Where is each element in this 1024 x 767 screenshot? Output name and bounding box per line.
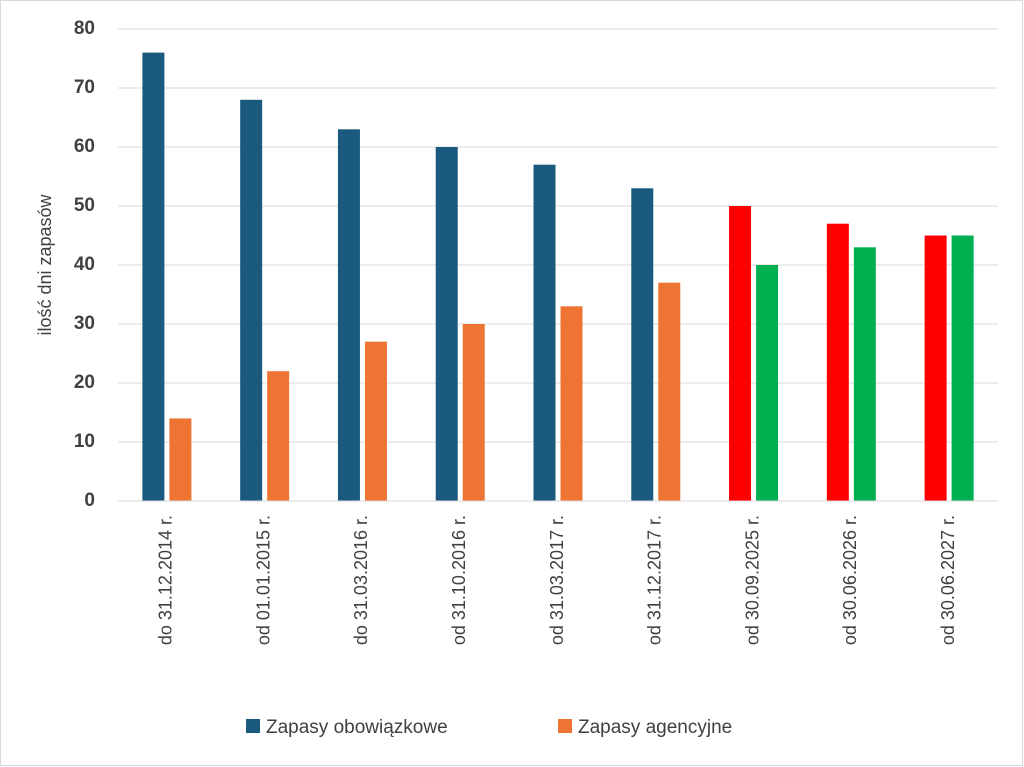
y-tick-label: 10 bbox=[74, 431, 95, 452]
legend-swatch bbox=[246, 719, 260, 733]
x-tick-label: do 31.12.2014 r. bbox=[156, 515, 176, 645]
bar bbox=[337, 129, 360, 502]
bar bbox=[267, 371, 290, 501]
legend-label: Zapasy agencyjne bbox=[578, 717, 732, 738]
y-tick-label: 80 bbox=[74, 18, 95, 39]
x-tick-label: od 30.06.2027 r. bbox=[938, 515, 958, 645]
bar bbox=[560, 306, 583, 501]
x-tick-label: od 31.10.2016 r. bbox=[449, 515, 469, 645]
legend-label: Zapasy obowiązkowe bbox=[266, 717, 448, 738]
x-tick-label: do 31.03.2016 r. bbox=[351, 515, 371, 645]
bar bbox=[142, 52, 165, 501]
bar bbox=[631, 188, 654, 502]
x-tick-label: od 31.03.2017 r. bbox=[547, 515, 567, 645]
bar bbox=[658, 282, 681, 501]
y-tick-label: 0 bbox=[84, 490, 95, 511]
y-tick-label: 50 bbox=[74, 195, 95, 216]
bar bbox=[364, 341, 387, 501]
bar bbox=[169, 418, 192, 501]
x-tick-label: od 31.12.2017 r. bbox=[645, 515, 665, 645]
y-axis-label: ilość dni zapasów bbox=[35, 193, 55, 335]
bar bbox=[533, 164, 556, 501]
y-tick-label: 40 bbox=[74, 254, 95, 275]
bar bbox=[924, 235, 947, 501]
bar bbox=[462, 324, 485, 501]
x-tick-label: od 01.01.2015 r. bbox=[253, 515, 273, 645]
y-tick-label: 70 bbox=[74, 77, 95, 98]
legend-swatch bbox=[558, 719, 572, 733]
y-tick-label: 30 bbox=[74, 313, 95, 334]
bar bbox=[853, 247, 876, 501]
bar bbox=[240, 99, 263, 502]
bar bbox=[826, 223, 849, 501]
bar bbox=[435, 147, 458, 501]
bar bbox=[729, 206, 752, 501]
x-tick-label: od 30.06.2026 r. bbox=[840, 515, 860, 645]
x-tick-label: od 30.09.2025 r. bbox=[742, 515, 762, 645]
bar bbox=[951, 235, 974, 501]
y-tick-label: 20 bbox=[74, 372, 95, 393]
bar bbox=[756, 265, 779, 501]
y-tick-label: 60 bbox=[74, 136, 95, 157]
